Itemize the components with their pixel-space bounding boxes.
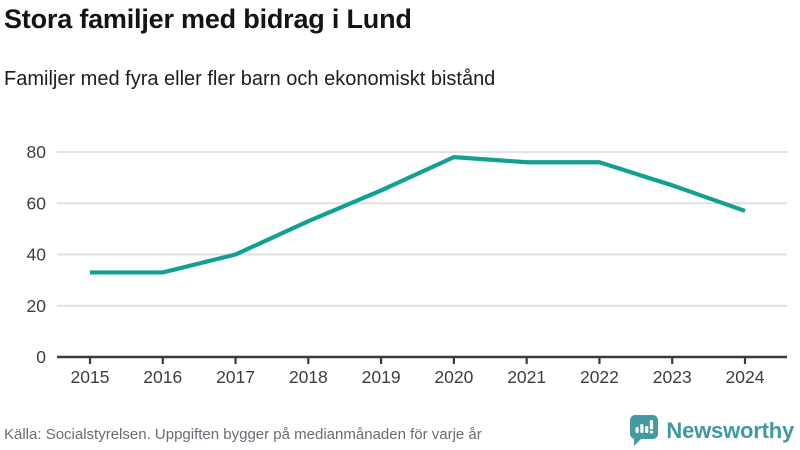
svg-text:40: 40	[27, 245, 47, 265]
svg-text:2022: 2022	[580, 367, 619, 387]
newsworthy-wordmark: Newsworthy	[666, 417, 794, 443]
svg-text:2015: 2015	[71, 367, 110, 387]
svg-text:2021: 2021	[507, 367, 546, 387]
source-note: Källa: Socialstyrelsen. Uppgiften bygger…	[4, 426, 482, 443]
svg-text:2020: 2020	[434, 367, 473, 387]
svg-text:2018: 2018	[289, 367, 328, 387]
newsworthy-logo-icon	[630, 415, 659, 446]
newsworthy-logo: Newsworthy	[629, 414, 794, 447]
chart-title: Stora familjer med bidrag i Lund	[4, 4, 412, 34]
svg-text:80: 80	[27, 142, 47, 162]
chart-subtitle: Familjer med fyra eller fler barn och ek…	[4, 68, 496, 90]
svg-text:2024: 2024	[726, 367, 765, 387]
svg-text:2019: 2019	[362, 367, 401, 387]
svg-text:2023: 2023	[653, 367, 692, 387]
svg-text:0: 0	[36, 347, 46, 367]
svg-text:2017: 2017	[216, 367, 255, 387]
svg-text:60: 60	[27, 193, 47, 213]
svg-text:2016: 2016	[143, 367, 182, 387]
svg-text:20: 20	[27, 296, 47, 316]
